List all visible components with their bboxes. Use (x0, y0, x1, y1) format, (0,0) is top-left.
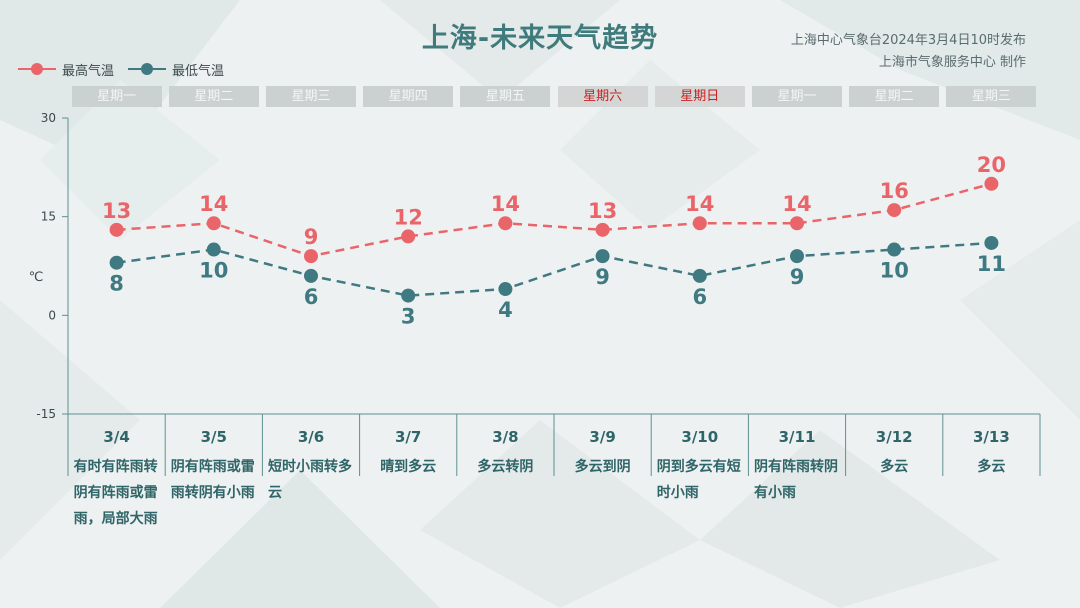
weekday-label: 星期三 (946, 86, 1037, 107)
low-temp-label: 9 (595, 265, 610, 289)
high-temp-point (304, 249, 318, 264)
weekday-label: 星期日 (654, 86, 745, 107)
low-temp-point (304, 268, 318, 283)
y-axis-label: ℃ (29, 270, 44, 285)
low-temp-label: 6 (692, 285, 707, 309)
weekday-label: 星期五 (460, 86, 551, 107)
high-temp-label: 13 (102, 199, 131, 223)
low-temp-point (498, 282, 513, 297)
weather-condition: 阴到多云有短时小雨 (656, 459, 741, 501)
weather-condition: 多云到阴 (574, 459, 631, 475)
high-temp-point (595, 222, 610, 237)
date-label: 3/6 (297, 428, 325, 446)
date-label: 3/7 (395, 428, 422, 446)
high-temp-point (109, 222, 124, 237)
page-title: 上海-未来天气趋势 (421, 23, 659, 54)
low-temp-point (206, 242, 221, 257)
weather-condition: 多云转阴 (477, 459, 534, 475)
weekday-label: 星期六 (557, 86, 648, 107)
y-tick-label: -15 (36, 407, 56, 421)
low-temp-point (692, 268, 707, 283)
low-temp-line (116, 241, 992, 297)
low-temp-label: 4 (498, 298, 513, 322)
legend-low-marker-icon (128, 63, 167, 75)
date-label: 3/11 (778, 428, 816, 446)
high-temp-point (206, 216, 221, 231)
date-label: 3/4 (103, 428, 130, 446)
low-temp-label: 11 (977, 252, 1006, 276)
low-temp-point (109, 255, 124, 270)
high-temp-label: 20 (977, 153, 1006, 177)
low-temp-label: 10 (199, 259, 228, 283)
date-label: 3/9 (589, 428, 616, 446)
legend-item-low: 最低气温 (128, 60, 224, 79)
weekday-label: 星期二 (849, 86, 940, 107)
low-temp-point (887, 242, 902, 257)
weather-condition: 阴有阵雨转阴有小雨 (754, 459, 838, 501)
date-label: 3/13 (972, 428, 1010, 446)
high-temp-label: 14 (199, 192, 228, 216)
legend-low-label: 最低气温 (172, 63, 225, 79)
legend-high-label: 最高气温 (62, 63, 115, 79)
source-line-1: 上海中心气象台2024年3月4日10时发布 (790, 33, 1026, 48)
legend-high-marker-icon (18, 63, 56, 75)
high-temp-label: 14 (782, 192, 811, 216)
high-temp-label: 16 (880, 179, 909, 203)
high-temp-point (887, 203, 902, 218)
date-label: 3/8 (492, 428, 519, 446)
weather-condition: 短时小雨转多云 (268, 459, 352, 501)
weather-condition: 多云 (880, 459, 909, 475)
weather-condition: 阴有阵雨或雷雨转阴有小雨 (170, 459, 255, 501)
high-temp-point (790, 216, 804, 231)
y-tick-label: 0 (48, 308, 56, 322)
weather-condition: 有时有阵雨转阴有阵雨或雷雨，局部大雨 (73, 459, 158, 527)
weekday-label: 星期三 (266, 86, 356, 107)
high-temp-label: 14 (685, 192, 714, 216)
high-temp-label: 14 (491, 192, 520, 216)
high-temp-point (692, 216, 707, 231)
source-line-2: 上海市气象服务中心 制作 (878, 55, 1026, 70)
source-info: 上海中心气象台2024年3月4日10时发布 上海市气象服务中心 制作 (791, 30, 1026, 74)
low-temp-point (595, 249, 610, 264)
weekday-label: 星期四 (363, 86, 454, 107)
low-temp-label: 6 (304, 285, 319, 309)
low-temp-label: 3 (401, 305, 416, 329)
high-temp-point (401, 229, 416, 244)
y-tick-label: 15 (41, 210, 56, 224)
high-temp-point (984, 176, 999, 191)
low-temp-point (401, 288, 416, 303)
date-label: 3/5 (200, 428, 227, 446)
date-label: 3/12 (875, 428, 913, 446)
legend-item-high: 最高气温 (18, 60, 114, 79)
high-temp-label: 9 (304, 225, 319, 249)
high-temp-line (116, 182, 992, 258)
high-temp-point (498, 216, 513, 231)
high-temp-label: 12 (394, 205, 423, 229)
weekday-label: 星期一 (752, 86, 842, 107)
date-label: 3/10 (681, 428, 719, 446)
y-tick-label: 30 (41, 111, 56, 125)
low-temp-label: 9 (790, 265, 805, 289)
weather-condition: 多云 (977, 459, 1006, 475)
high-temp-label: 13 (588, 199, 617, 223)
low-temp-label: 8 (109, 272, 124, 296)
low-temp-label: 10 (880, 259, 909, 283)
legend: 最高气温 最低气温 (18, 58, 238, 80)
low-temp-point (790, 249, 804, 264)
weekday-label: 星期一 (71, 86, 162, 107)
low-temp-point (984, 235, 999, 250)
weekday-label: 星期二 (168, 86, 259, 107)
weekday-bar: 星期一 星期二 星期三 星期四 星期五 星期六 星期日 星期一 星期二 星期三 (0, 86, 1080, 107)
weather-condition: 晴到多云 (380, 459, 437, 475)
